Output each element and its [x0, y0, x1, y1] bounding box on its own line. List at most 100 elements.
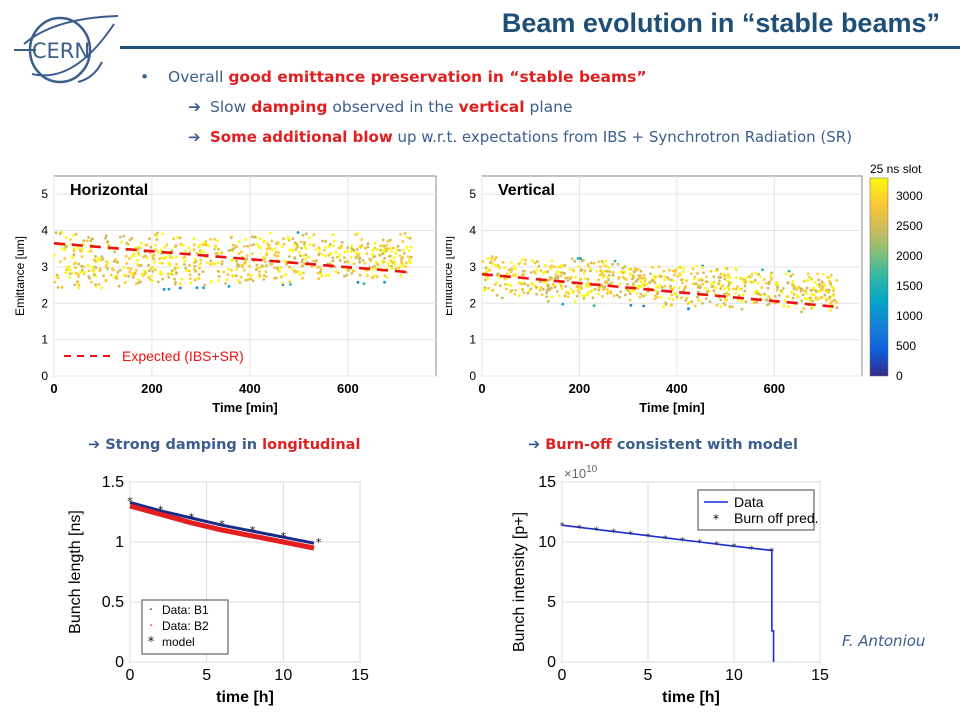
scatter-point: [571, 268, 575, 272]
scatter-point: [132, 273, 136, 276]
scatter-point: [805, 286, 809, 290]
scatter-point: [178, 236, 182, 240]
scatter-point: [243, 261, 247, 264]
scatter-point: [217, 275, 221, 278]
scatter-point: [652, 274, 656, 278]
scatter-point: [162, 256, 166, 260]
scatter-point: [235, 268, 239, 271]
scatter-point: [137, 251, 141, 255]
scatter-point: [551, 295, 554, 299]
scatter-point: [398, 265, 402, 268]
scatter-point: [252, 243, 256, 246]
scatter-point: [55, 273, 59, 277]
x-tick-label: 200: [569, 381, 591, 396]
scatter-point: [263, 260, 267, 264]
series-line: [129, 500, 315, 545]
scatter-point: [338, 259, 342, 262]
scatter-point: [301, 276, 305, 280]
scatter-point: [137, 264, 141, 267]
scatter-point: [714, 286, 718, 290]
scatter-point: [743, 284, 747, 288]
scatter-point: [386, 239, 390, 243]
scatter-point: [138, 254, 141, 257]
scatter-point: [663, 278, 667, 282]
scatter-point: [149, 245, 153, 249]
scatter-point: [654, 289, 658, 293]
scatter-point: [629, 303, 633, 307]
scatter-point: [497, 264, 500, 267]
scatter-point: [559, 284, 563, 288]
scatter-point: [277, 251, 280, 254]
scatter-point: [676, 274, 680, 278]
scatter-point: [803, 289, 806, 293]
scatter-point: [575, 285, 579, 289]
scatter-point: [610, 281, 614, 284]
scatter-point: [639, 285, 643, 288]
scatter-point: [152, 253, 156, 257]
scatter-point: [232, 246, 236, 250]
scatter-point: [235, 259, 238, 263]
scatter-point: [67, 268, 71, 272]
scatter-point: [817, 289, 821, 293]
scatter-point: [832, 289, 835, 293]
scatter-point: [811, 299, 814, 303]
scatter-point: [670, 293, 674, 297]
scatter-point: [644, 278, 648, 282]
scatter-point: [105, 260, 108, 263]
data-line: [561, 524, 775, 662]
scatter-point: [559, 282, 562, 286]
scatter-point: [555, 290, 559, 293]
scatter-point: [738, 287, 742, 291]
legend-label: Burn off pred.: [734, 510, 819, 526]
scatter-point: [176, 266, 180, 269]
scatter-point: [514, 289, 517, 292]
scatter-point: [743, 289, 747, 293]
scatter-point: [389, 259, 393, 263]
scatter-point: [405, 246, 409, 249]
scatter-point: [273, 266, 277, 270]
scatter-point: [366, 273, 369, 277]
scatter-point: [365, 252, 369, 256]
scatter-point: [113, 250, 117, 254]
scatter-point: [332, 239, 336, 243]
scatter-point: [827, 288, 830, 292]
legend-marker: ·: [149, 619, 153, 634]
multiplier-label: ×1010: [564, 464, 598, 481]
scatter-point: [637, 276, 641, 280]
scatter-point: [175, 255, 178, 259]
scatter-point: [124, 254, 128, 258]
scatter-point: [405, 235, 409, 239]
scatter-point: [632, 275, 635, 278]
scatter-point: [709, 283, 713, 286]
scatter-point: [237, 252, 241, 256]
scatter-point: [593, 287, 597, 291]
scatter-point: [672, 279, 675, 283]
scatter-point: [299, 240, 303, 244]
scatter-point: [827, 276, 831, 280]
scatter-point: [560, 271, 564, 274]
scatter-point: [543, 281, 547, 284]
scatter-point: [388, 247, 392, 250]
scatter-point: [76, 246, 80, 250]
scatter-point: [273, 247, 277, 250]
scatter-point: [639, 292, 643, 296]
scatter-point: [586, 293, 590, 297]
scatter-point: [575, 294, 579, 298]
scatter-point: [601, 295, 604, 298]
scatter-point: [712, 281, 715, 285]
x-tick-label: 200: [141, 381, 163, 396]
scatter-point: [548, 278, 552, 282]
scatter-point: [147, 269, 151, 272]
scatter-point: [90, 265, 94, 269]
scatter-point: [600, 271, 604, 275]
scatter-point: [774, 294, 777, 298]
scatter-point: [521, 287, 525, 291]
scatter-point: [743, 281, 747, 285]
scatter-point: [813, 280, 817, 284]
scatter-point: [591, 296, 595, 300]
scatter-point: [331, 233, 335, 237]
scatter-point: [327, 273, 331, 277]
scatter-point: [194, 269, 198, 273]
scatter-point: [792, 292, 796, 296]
scatter-point: [263, 240, 267, 243]
